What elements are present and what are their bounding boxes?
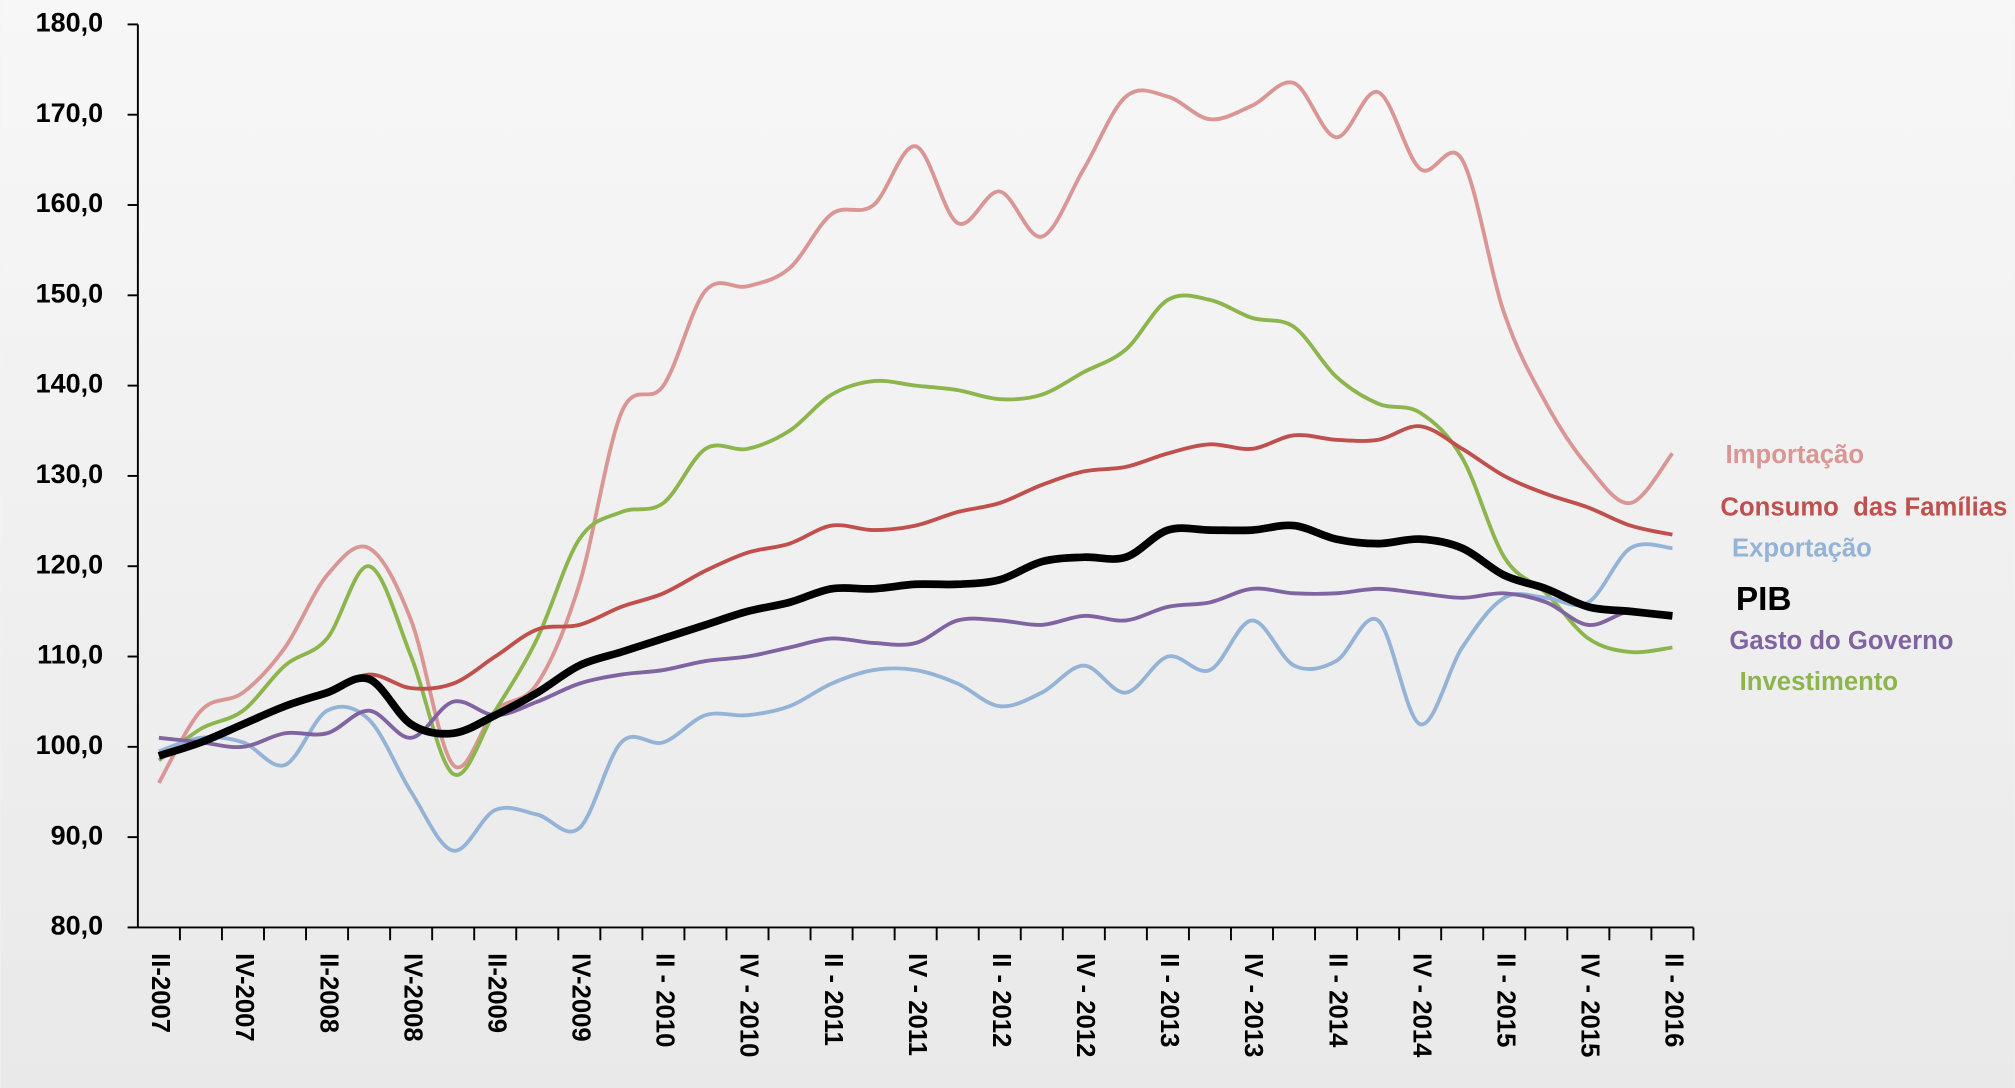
y-tick-label: 130,0: [36, 459, 104, 489]
y-tick-label: 90,0: [51, 820, 104, 850]
x-tick-label: II-2007: [146, 953, 174, 1033]
y-tick-label: 100,0: [36, 730, 104, 760]
x-tick-label: IV-2007: [230, 953, 258, 1042]
y-tick-label: 120,0: [36, 549, 104, 579]
x-tick-label: IV - 2011: [903, 953, 931, 1056]
y-tick-label: 80,0: [51, 911, 104, 941]
legend-label: Investimento: [1740, 668, 1898, 696]
x-tick-label: IV - 2014: [1407, 953, 1435, 1058]
x-tick-label: IV - 2013: [1239, 953, 1267, 1057]
series-line: [157, 80, 1674, 784]
legend-label: Importação: [1726, 441, 1864, 469]
x-tick-label: II - 2015: [1491, 953, 1519, 1047]
y-tick-label: 160,0: [36, 188, 104, 218]
x-tick-label: II - 2013: [1155, 953, 1183, 1047]
x-tick-label: IV - 2012: [1071, 953, 1099, 1057]
series-line: [157, 293, 1673, 777]
legend-label: Gasto do Governo: [1729, 627, 1953, 655]
x-tick-label: II - 2012: [987, 953, 1015, 1047]
y-tick-label: 170,0: [36, 98, 104, 128]
x-tick-label: II-2008: [314, 953, 342, 1033]
y-tick-label: 150,0: [36, 278, 104, 308]
series-line: [157, 521, 1673, 760]
x-tick-label: II - 2016: [1660, 953, 1688, 1047]
legend-label: Exportação: [1732, 535, 1872, 563]
x-tick-label: IV - 2015: [1576, 953, 1604, 1057]
x-tick-label: II - 2014: [1323, 953, 1351, 1048]
x-tick-label: II - 2011: [819, 953, 847, 1046]
x-tick-label: IV-2009: [567, 953, 595, 1042]
series-line: [158, 542, 1673, 853]
x-tick-label: IV - 2010: [735, 953, 763, 1057]
y-tick-label: 110,0: [37, 640, 103, 670]
x-tick-label: II - 2010: [651, 953, 679, 1047]
series-line: [158, 424, 1673, 754]
legend-label: Consumo das Famílias: [1720, 493, 2007, 521]
x-tick-label: II-2009: [482, 953, 510, 1033]
series-line: [158, 586, 1673, 750]
y-tick-label: 180,0: [36, 8, 104, 38]
legend-label: PIB: [1736, 581, 1792, 618]
x-tick-label: IV-2008: [398, 953, 426, 1042]
y-tick-label: 140,0: [36, 369, 104, 399]
